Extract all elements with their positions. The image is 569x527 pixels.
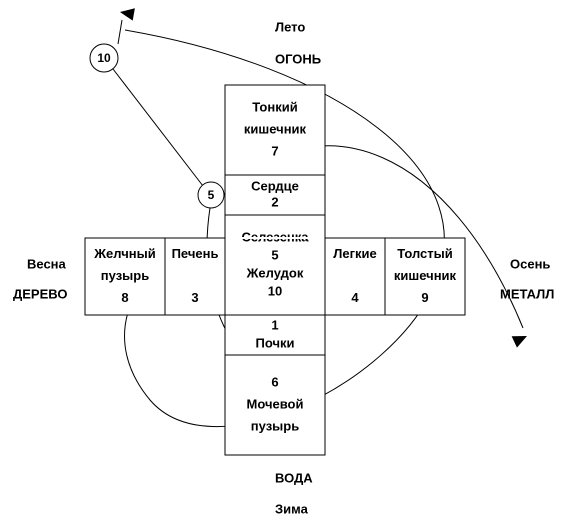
node-10: 10 [90, 44, 118, 72]
outer-label-top_season: Лето [275, 19, 305, 34]
cell-text: 5 [271, 247, 278, 262]
cell-text: Селезенка [241, 229, 309, 244]
cell-left-1: Желчный пузырь 8 [85, 238, 165, 315]
cell-text: 3 [191, 290, 198, 305]
cell-text: Легкие [333, 246, 377, 261]
outer-label-top_element: ОГОНЬ [275, 51, 321, 66]
cell-top-1: Тонкий кишечник 7 [225, 85, 325, 175]
cell-text: 6 [271, 374, 278, 389]
outer-label-right_season: Осень [510, 256, 550, 271]
cell-text: Мочевой [247, 396, 304, 411]
cell-text: Сердце [251, 178, 299, 193]
cell-bot-b: 6 Мочевой пузырь [225, 355, 325, 455]
cell-text: пузырь [251, 418, 299, 433]
node-label: 10 [97, 51, 111, 65]
cell-left-2: Печень 3 [165, 238, 225, 315]
cell-text: кишечник [394, 268, 457, 283]
cell-center: Селезенка 5 Желудок 10 [225, 215, 325, 315]
cell-text: Почки [255, 335, 294, 350]
outer-label-left_element: ДЕРЕВО [13, 286, 67, 301]
cell-bot-a: 1 Почки [225, 315, 325, 355]
outer-label-bottom_element: ВОДА [275, 470, 313, 485]
cell-text: пузырь [101, 268, 149, 283]
cell-text: 4 [351, 290, 359, 305]
cell-text: 10 [268, 283, 282, 298]
node-label: 5 [208, 188, 215, 202]
cell-text: 7 [271, 143, 278, 158]
cell-text: 8 [121, 290, 128, 305]
cell-text: 9 [421, 290, 428, 305]
outer-label-right_element: МЕТАЛЛ [500, 286, 554, 301]
cell-text: Толстый [397, 246, 453, 261]
cell-text: Тонкий [252, 99, 297, 114]
outer-label-bottom_season: Зима [275, 501, 309, 516]
cell-top-2: Сердце2 [225, 175, 325, 215]
cell-text: 2 [271, 194, 278, 209]
cell-text: Желудок [246, 265, 304, 280]
cell-text: кишечник [244, 121, 307, 136]
node-5: 5 [198, 182, 224, 208]
five-elements-diagram: Тонкий кишечник 7 Сердце2 Селезенка 5 Желудок 1… [0, 0, 569, 527]
cell-text: Желчный [93, 246, 155, 261]
cell-text: 1 [271, 317, 278, 332]
cell-text: Печень [172, 246, 219, 261]
cell-right-1: Легкие 4 [325, 238, 385, 315]
outer-label-left_season: Весна [27, 256, 67, 271]
cell-right-2: Толстый кишечник 9 [385, 238, 465, 315]
